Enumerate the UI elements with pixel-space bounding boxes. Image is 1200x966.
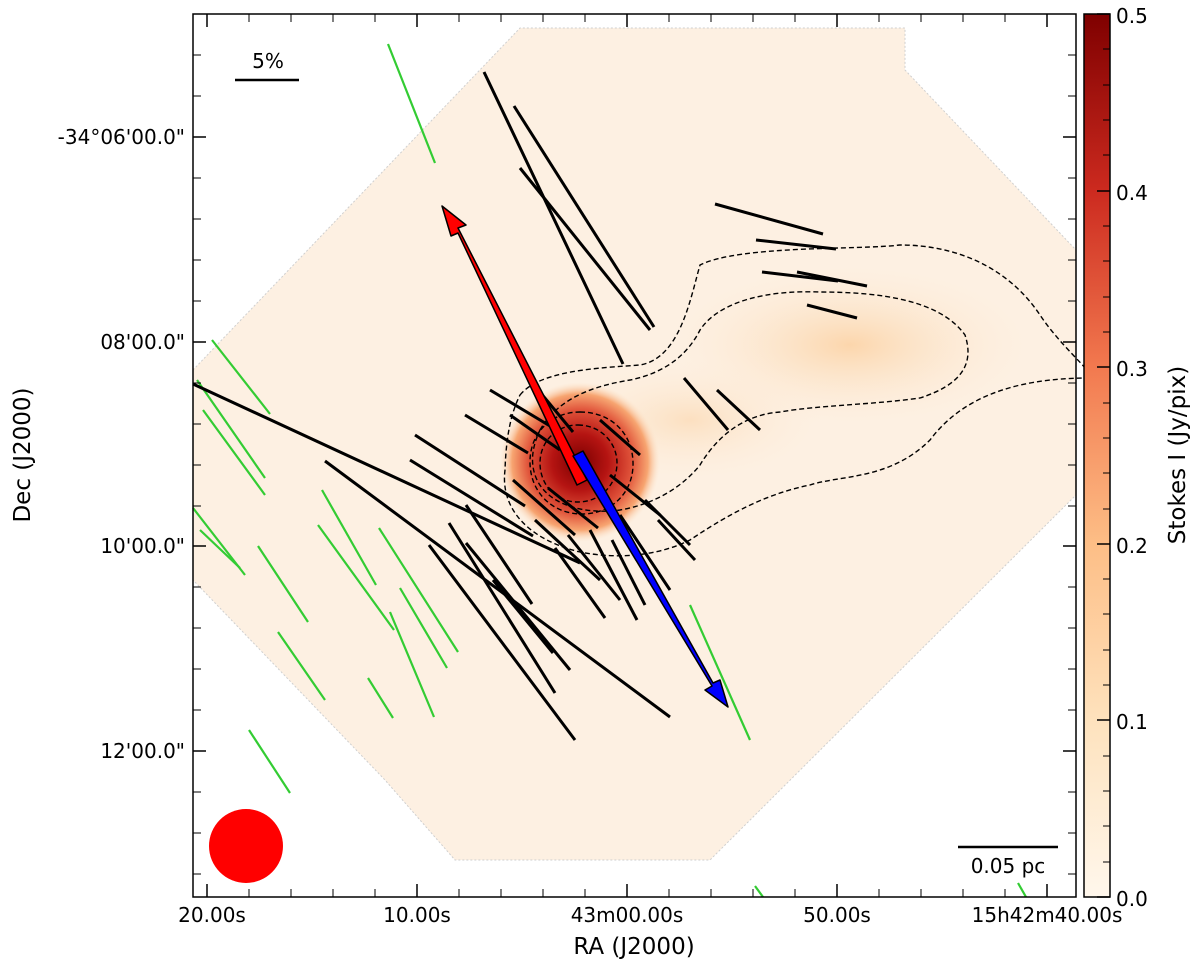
minor-ticks: [193, 14, 1076, 897]
colorbar-tick-label: 0.0: [1116, 887, 1148, 911]
black-vector: [806, 303, 858, 320]
green-vector: [1017, 882, 1027, 898]
y-tick-label: 10'00.0": [100, 534, 185, 558]
colorbar-tick-label: 0.1: [1116, 710, 1148, 734]
x-tick-label: 50.00s: [803, 903, 871, 927]
black-vector: [512, 105, 656, 328]
outflow-arrows: [441, 205, 729, 708]
y-tick-label: -34°06'00.0": [58, 125, 185, 149]
green-vector: [257, 545, 309, 623]
plot-frame: [192, 13, 1077, 898]
black-vector: [464, 504, 534, 605]
colorbar-tick-label: 0.5: [1116, 4, 1148, 28]
black-vector: [599, 418, 641, 457]
black-vector: [447, 522, 557, 694]
green-vector: [321, 489, 377, 586]
black-vector: [491, 579, 555, 654]
green-vector: [202, 409, 266, 496]
colorbar: 0.5 0.4 0.3 0.2 0.1 0.0 Stokes I (Jy/pix…: [1083, 4, 1191, 911]
black-vector: [324, 459, 671, 719]
black-vector: [715, 388, 762, 432]
black-vector: [533, 518, 602, 582]
heatmap-area: [193, 27, 1076, 861]
black-vector: [547, 486, 599, 530]
green-vector: [199, 529, 241, 569]
beam-ellipse: [209, 809, 283, 883]
black-vector: [553, 547, 607, 619]
polarization-scale: 5%: [235, 49, 299, 82]
green-vector: [277, 631, 326, 701]
red-lobe-arrow: [441, 205, 588, 486]
black-vector: [464, 542, 572, 671]
colorbar-minor-ticks: [1103, 48, 1110, 863]
y-tick-label: 12'00.0": [100, 739, 185, 763]
scale-vector-label: 5%: [252, 49, 284, 73]
green-vector: [754, 885, 764, 898]
x-tick-label: 15h42m40.00s: [972, 903, 1123, 927]
black-vectors: [192, 71, 868, 741]
green-vector: [317, 524, 395, 631]
black-vector: [512, 478, 576, 537]
black-vector: [618, 514, 672, 591]
colorbar-gradient: [1083, 13, 1111, 898]
x-tick-label: 43m00.00s: [571, 903, 684, 927]
scale-bar-label: 0.05 pc: [971, 854, 1046, 878]
black-vector: [610, 539, 647, 606]
green-vector: [248, 729, 291, 794]
black-vector: [796, 270, 868, 288]
colorbar-tick-label: 0.4: [1116, 181, 1148, 205]
y-axis-title: Dec (J2000): [10, 387, 36, 522]
green-vectors: [192, 43, 1027, 898]
black-vector: [409, 458, 534, 538]
black-vector: [427, 544, 577, 741]
y-tick-labels: -34°06'00.0" 08'00.0" 10'00.0" 12'00.0": [58, 125, 185, 763]
black-vector: [682, 377, 730, 431]
black-vector: [482, 71, 625, 365]
colorbar-ticks: [1097, 13, 1110, 898]
y-tick-label: 08'00.0": [100, 330, 185, 354]
green-vector: [688, 604, 752, 741]
colorbar-tick-label: 0.3: [1116, 357, 1148, 381]
colorbar-tick-label: 0.2: [1116, 534, 1148, 558]
green-vector: [211, 339, 271, 415]
black-vector: [588, 529, 639, 621]
green-vector: [388, 611, 436, 718]
blue-lobe-arrow: [572, 450, 729, 708]
black-vector: [714, 202, 824, 236]
black-vector: [464, 413, 529, 455]
green-vector: [378, 527, 459, 653]
x-axis-title: RA (J2000): [573, 934, 694, 960]
black-vector: [192, 382, 581, 565]
black-vector: [566, 534, 622, 601]
black-vector: [656, 518, 697, 562]
black-vector: [761, 270, 839, 283]
green-vector: [196, 379, 266, 479]
black-vector: [518, 167, 652, 331]
contour-core: [539, 424, 618, 503]
x-tick-labels: 20.00s 10.00s 43m00.00s 50.00s 15h42m40.…: [178, 903, 1122, 927]
physical-scale-bar: 0.05 pc: [958, 845, 1058, 878]
green-vector: [399, 587, 448, 669]
green-vector: [386, 43, 437, 164]
black-vector: [755, 238, 837, 251]
colorbar-title: Stokes I (Jy/pix): [1165, 366, 1191, 544]
x-tick-label: 10.00s: [383, 903, 451, 927]
x-tick-label: 20.00s: [178, 903, 246, 927]
green-vector: [367, 677, 394, 719]
major-ticks: [193, 14, 1076, 897]
black-vector: [509, 413, 561, 452]
black-vector: [609, 473, 661, 517]
black-vector: [414, 433, 526, 508]
